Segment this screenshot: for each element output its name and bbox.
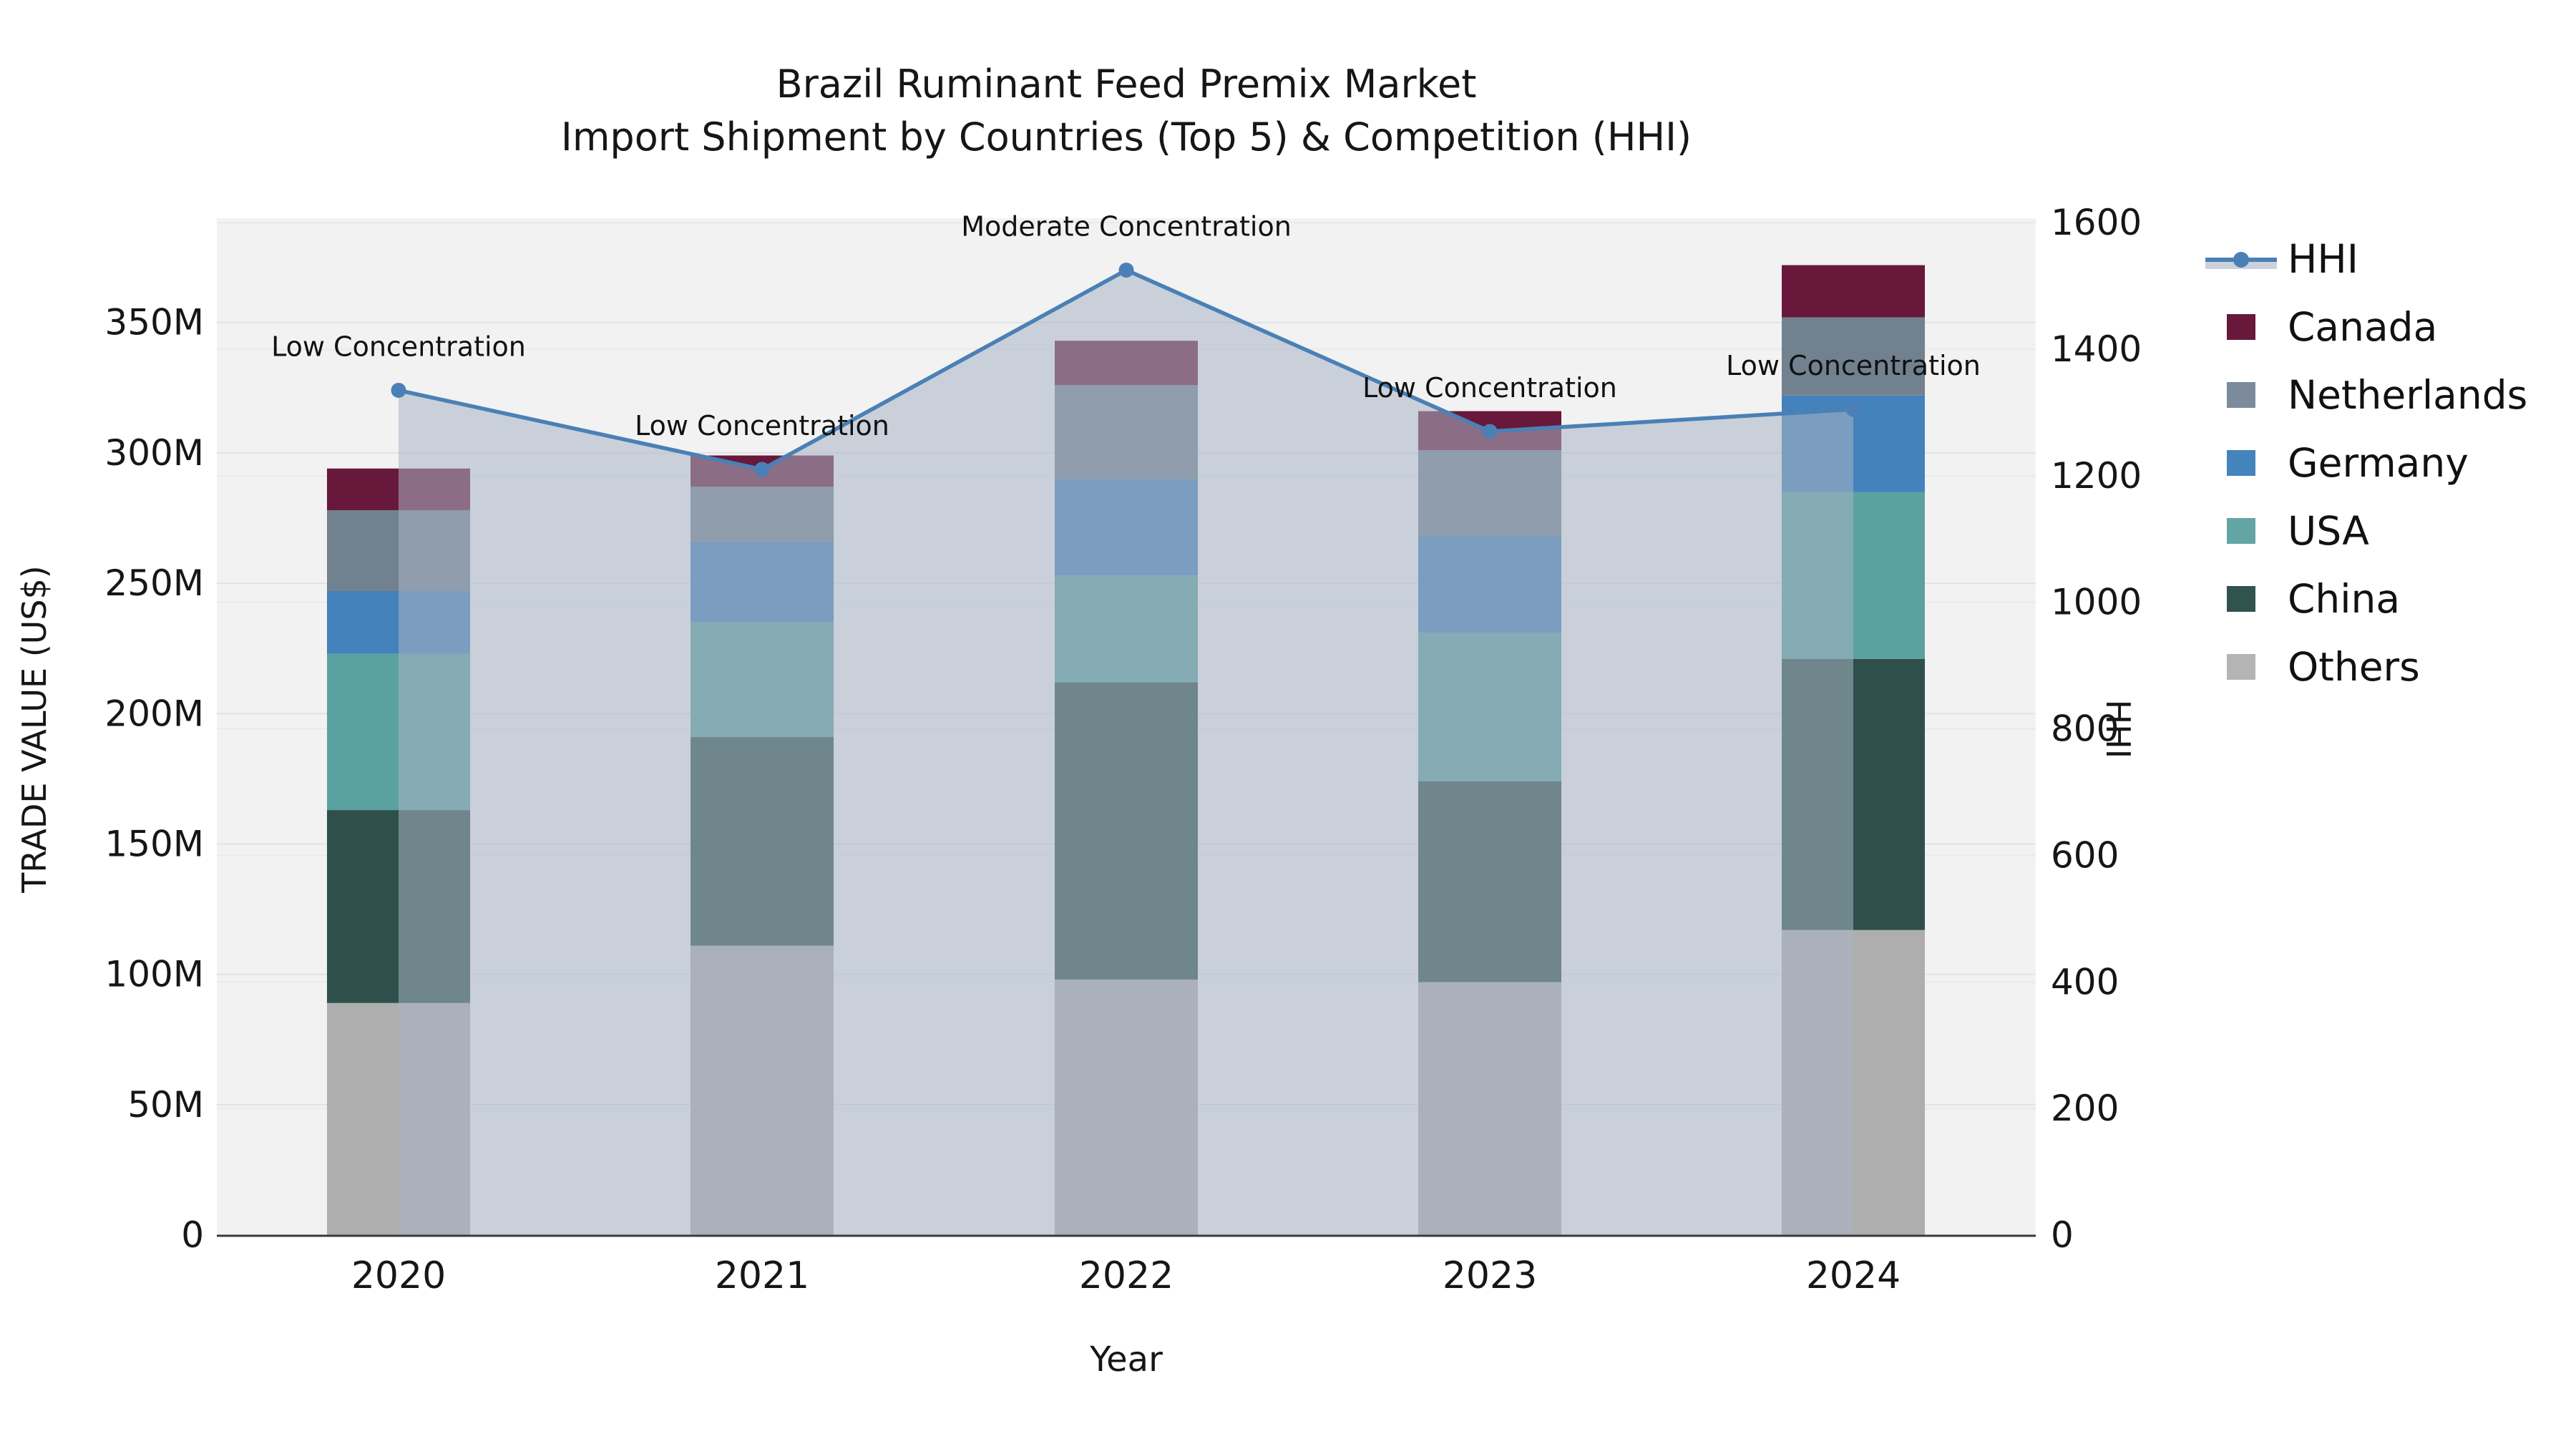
chart-title-line2: Import Shipment by Countries (Top 5) & C…: [560, 114, 1692, 160]
legend-swatch-usa: [2227, 517, 2255, 544]
legend-item-china[interactable]: China: [2205, 565, 2527, 633]
legend-item-hhi[interactable]: HHI: [2205, 225, 2527, 293]
hhi-marker-2020: [391, 382, 406, 398]
right-axis-tick-600: 600: [2051, 834, 2119, 876]
right-axis-tick-1400: 1400: [2051, 328, 2142, 370]
right-axis-tick-200: 200: [2051, 1088, 2119, 1129]
legend: HHI Canada Netherlands Germany USA China Other…: [2205, 225, 2527, 701]
left-axis-tick-300M: 300M: [104, 432, 204, 474]
hhi-marker-2023: [1482, 424, 1498, 439]
annotation-2021: Low Concentration: [635, 410, 889, 441]
x-axis-tick-2023: 2023: [1443, 1254, 1537, 1297]
chart-title-line1: Brazil Ruminant Feed Premix Market: [776, 62, 1477, 107]
left-axis-tick-50M: 50M: [127, 1084, 204, 1126]
annotation-2024: Low Concentration: [1726, 350, 1981, 381]
left-axis-tick-150M: 150M: [104, 823, 204, 864]
left-axis-tick-350M: 350M: [104, 302, 204, 343]
left-axis-tick-100M: 100M: [104, 954, 204, 995]
right-axis-tick-1200: 1200: [2051, 455, 2142, 497]
annotation-2022: Moderate Concentration: [961, 210, 1292, 242]
right-axis-tick-800: 800: [2051, 708, 2119, 750]
legend-swatch-canada: [2227, 313, 2255, 340]
legend-item-germany[interactable]: Germany: [2205, 429, 2527, 497]
legend-label-canada: Canada: [2288, 303, 2438, 350]
legend-swatch-china: [2227, 585, 2255, 612]
legend-item-canada[interactable]: Canada: [2205, 293, 2527, 361]
bar-segment-2024-netherlands: [1782, 317, 1925, 396]
hhi-marker-2022: [1118, 262, 1134, 278]
annotation-2020: Low Concentration: [271, 331, 526, 362]
right-axis-tick-1600: 1600: [2051, 202, 2142, 243]
hhi-marker-2021: [754, 462, 770, 477]
right-axis-title: HHI: [2099, 699, 2137, 759]
legend-item-others[interactable]: Others: [2205, 633, 2527, 701]
x-axis-title: Year: [1090, 1340, 1163, 1380]
x-axis-tick-2024: 2024: [1806, 1254, 1901, 1297]
right-axis-tick-0: 0: [2051, 1214, 2074, 1256]
right-axis-tick-400: 400: [2051, 961, 2119, 1002]
legend-label-china: China: [2288, 575, 2401, 622]
legend-swatch-others: [2227, 653, 2255, 680]
hhi-marker-2024: [1845, 401, 1861, 417]
legend-hhi-line-swatch: [2205, 246, 2277, 272]
left-axis-title: TRADE VALUE (US$): [15, 565, 54, 893]
legend-label-usa: USA: [2288, 507, 2369, 554]
x-axis-tick-2022: 2022: [1079, 1254, 1174, 1297]
x-axis-tick-2020: 2020: [351, 1254, 446, 1297]
legend-swatch-netherlands: [2227, 381, 2255, 408]
legend-label-netherlands: Netherlands: [2288, 371, 2528, 418]
x-axis-tick-2021: 2021: [715, 1254, 809, 1297]
left-axis-tick-200M: 200M: [104, 693, 204, 734]
legend-hhi-marker-dot: [2233, 251, 2249, 268]
left-axis-tick-0: 0: [181, 1214, 204, 1256]
legend-label-hhi: HHI: [2288, 235, 2358, 282]
left-axis-tick-250M: 250M: [104, 562, 204, 604]
right-axis-tick-1000: 1000: [2051, 582, 2142, 623]
bar-segment-2024-canada: [1782, 265, 1925, 318]
annotation-2023: Low Concentration: [1362, 372, 1617, 404]
hhi-area-fill: [399, 270, 1853, 1235]
legend-label-others: Others: [2288, 643, 2420, 690]
legend-swatch-germany: [2227, 449, 2255, 476]
legend-item-usa[interactable]: USA: [2205, 497, 2527, 565]
legend-item-netherlands[interactable]: Netherlands: [2205, 361, 2527, 429]
legend-label-germany: Germany: [2288, 439, 2469, 486]
